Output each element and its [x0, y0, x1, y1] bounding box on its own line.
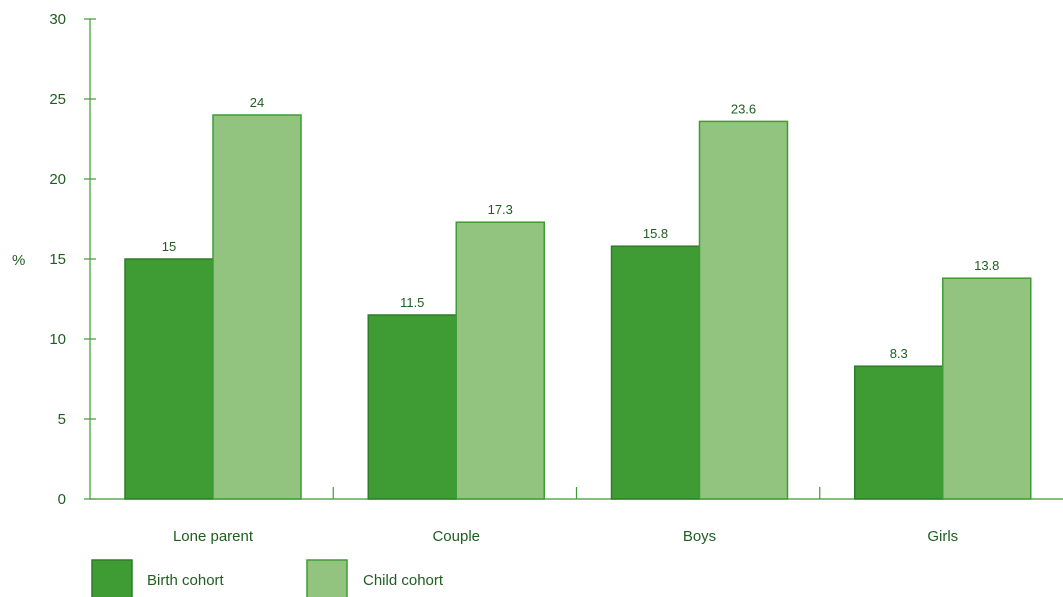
bar-birth-cohort — [610, 245, 701, 500]
bar-child-cohort — [942, 277, 1032, 500]
bar-child-cohort — [698, 120, 789, 500]
bar-birth-cohort — [367, 314, 457, 500]
bar-child-cohort — [212, 114, 302, 500]
data-label: 13.8 — [974, 258, 999, 273]
x-tick-label: Boys — [683, 528, 716, 545]
y-tick-label: 15 — [49, 251, 66, 268]
x-tick-label: Girls — [927, 528, 958, 545]
y-tick-label: 0 — [58, 491, 66, 508]
data-label: 11.5 — [400, 295, 424, 310]
x-tick-label: Couple — [432, 528, 480, 545]
legend: Birth cohort Child cohort — [91, 559, 444, 597]
bar-birth-cohort — [854, 365, 944, 500]
data-label: 8.3 — [890, 346, 908, 361]
y-tick-label: 5 — [58, 411, 66, 428]
legend-label: Birth cohort — [147, 572, 225, 589]
y-tick-label: 30 — [49, 11, 66, 28]
legend-swatch — [306, 559, 348, 597]
legend-swatch — [91, 559, 133, 597]
data-label: 17.3 — [488, 202, 513, 217]
bars — [124, 114, 1032, 500]
y-axis: 0 5 10 15 20 25 30 — [49, 11, 96, 508]
data-labels: 15 11.5 15.8 8.3 24 17.3 23.6 13.8 — [162, 95, 1000, 361]
bar-child-cohort — [455, 221, 545, 500]
data-label: 15.8 — [643, 226, 668, 241]
data-label: 23.6 — [731, 101, 756, 116]
y-tick-label: 10 — [49, 331, 66, 348]
bar-birth-cohort — [124, 258, 214, 500]
data-label: 15 — [162, 239, 176, 254]
y-axis-label: % — [12, 252, 25, 269]
x-tick-label: Lone parent — [173, 528, 254, 545]
data-label: 24 — [250, 95, 264, 110]
y-tick-label: 25 — [49, 91, 66, 108]
legend-label: Child cohort — [363, 572, 444, 589]
y-tick-label: 20 — [49, 171, 66, 188]
